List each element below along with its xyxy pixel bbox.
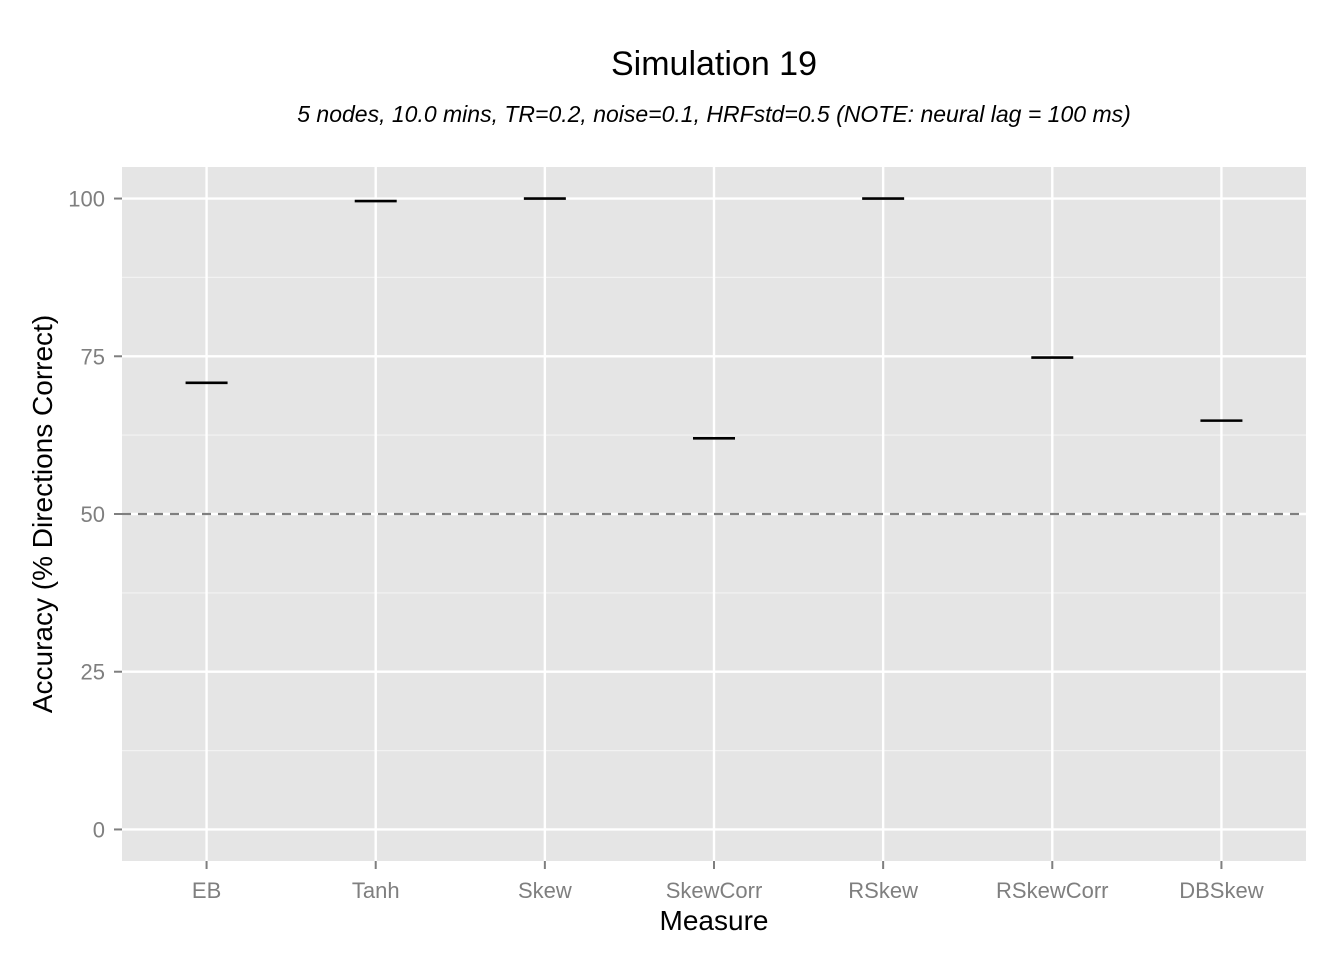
x-tick-label: SkewCorr bbox=[666, 878, 763, 903]
x-tick-label: Skew bbox=[518, 878, 572, 903]
y-axis: 0 25 50 75 100 bbox=[68, 187, 122, 842]
y-tick-label: 50 bbox=[81, 502, 105, 527]
y-axis-title: Accuracy (% Directions Correct) bbox=[27, 315, 58, 713]
x-tick-label: DBSkew bbox=[1179, 878, 1263, 903]
x-tick-label: RSkewCorr bbox=[996, 878, 1108, 903]
y-tick-label: 75 bbox=[81, 344, 105, 369]
data-marks bbox=[185, 197, 1243, 440]
x-axis: EB Tanh Skew SkewCorr RSkew RSkewCorr DBSkew bbox=[192, 861, 1264, 903]
x-tick-label: EB bbox=[192, 878, 221, 903]
chart-subtitle: 5 nodes, 10.0 mins, TR=0.2, noise=0.1, H… bbox=[297, 101, 1131, 127]
y-tick-label: 25 bbox=[81, 660, 105, 685]
y-tick-label: 0 bbox=[93, 817, 105, 842]
chart-title: Simulation 19 bbox=[611, 45, 817, 83]
x-tick-label: RSkew bbox=[848, 878, 918, 903]
x-axis-title: Measure bbox=[660, 905, 769, 936]
x-tick-label: Tanh bbox=[352, 878, 400, 903]
y-tick-label: 100 bbox=[68, 187, 105, 212]
